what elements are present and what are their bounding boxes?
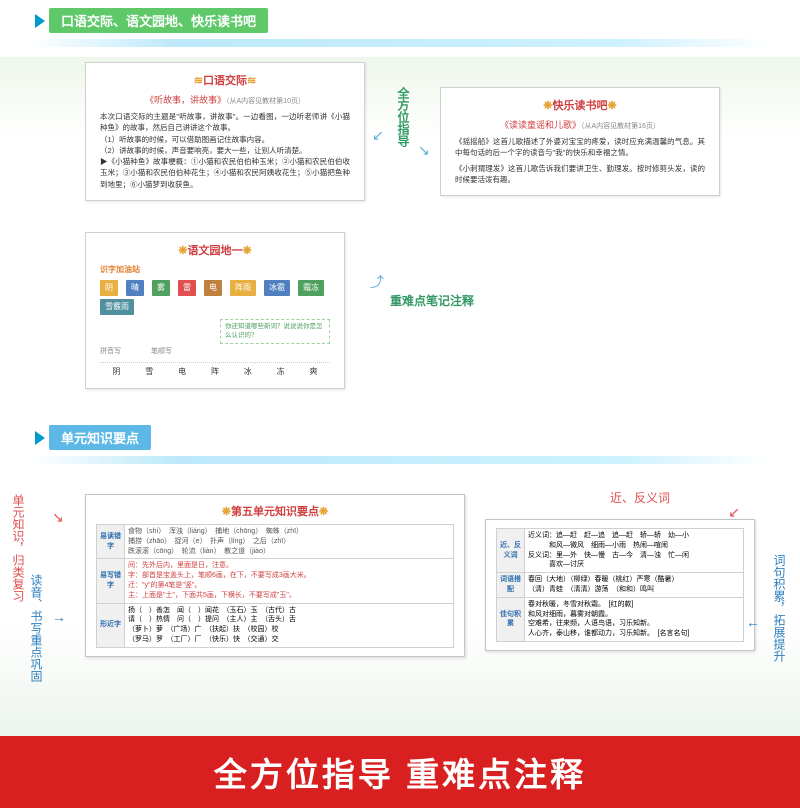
row-header: 易写错字 bbox=[97, 559, 125, 603]
arrow-icon: → bbox=[52, 609, 66, 625]
row-header: 易读错字 bbox=[97, 525, 125, 559]
section2-label: 单元知识要点 bbox=[49, 425, 151, 450]
table-row: 易写错字间：先外后内，里面是日，注意。 字：部首是宝盖头上，笔顺6画，在下，不要… bbox=[97, 559, 454, 603]
cell: 春对秋暖，冬雪对秋霜。 [红的款] 和风对细雨，暮雾对朝霞。 空难希，往来频，人… bbox=[525, 597, 744, 641]
cell: 春回（大地）（柳绿）春暖（桃红）严寒（酷暑） （清）青蛙 （清清）游荡 （和和）… bbox=[525, 573, 744, 598]
panel-title: 第五单元知识要点 bbox=[231, 506, 319, 518]
row-header: 佳句积累 bbox=[497, 597, 525, 641]
sublabel: 识字加油站 bbox=[100, 264, 330, 276]
tag: 冰雹 bbox=[264, 280, 290, 296]
section1-header: 口语交际、语文园地、快乐读书吧 bbox=[35, 8, 800, 33]
box-yuwen: ❋语文园地一❋ 识字加油站 阴 晴 雾 雷 电 阵雨 冰雹 霜冻 雪霰雨 你还知… bbox=[85, 232, 345, 389]
subtitle-note: （从A内容见教材第16页） bbox=[581, 123, 660, 130]
cell: 食物（shí） 浑浊（liáng） 捕地（chōng） 蜘蛛（zhī） 捕捞（z… bbox=[125, 525, 454, 559]
box-title: 语文园地一 bbox=[188, 245, 243, 257]
arrow-icon: ↙ bbox=[728, 504, 740, 521]
section1-label: 口语交际、语文园地、快乐读书吧 bbox=[49, 8, 268, 33]
gradient-divider bbox=[30, 39, 770, 47]
char: 阴 bbox=[112, 366, 120, 378]
rowlabel1: 拼音写 bbox=[100, 347, 121, 358]
tag: 阴 bbox=[100, 280, 118, 296]
section1-content: ≋口语交际≋ 《听故事，讲故事》（从A内容见教材第10页） 本次口语交际的主题是… bbox=[0, 57, 800, 417]
char: 阵 bbox=[211, 366, 219, 378]
row-header: 形近字 bbox=[97, 603, 125, 647]
cell: 间：先外后内，里面是日，注意。 字：部首是宝盖头上，笔顺6画，在下，不要写成3画… bbox=[125, 559, 454, 603]
annotation-2: 重难点笔记注释 bbox=[390, 292, 474, 309]
subtitle: 《听故事，讲故事》 bbox=[145, 95, 226, 105]
gradient-divider bbox=[30, 456, 770, 464]
body2-text: 《小刺猬理发》这首儿歌告诉我们要讲卫生、勤理发。按时修剪头发，读的时候要活泼有趣… bbox=[455, 163, 705, 186]
tag: 晴 bbox=[126, 280, 144, 296]
table-row: 形近字扬（ ）善怎 闻（ ）闻花 （玉石）玉 （古代）古 请（ ）热情 问（ ）… bbox=[97, 603, 454, 647]
body-text: 《摇摇船》这首儿歌描述了外婆对宝宝的疼爱，读时应充满温馨的气息。其中每句话的后一… bbox=[455, 136, 705, 159]
panel-2: 近、反义词近义词：追—赶 赶—追 追—赶 轿—轿 幼—小 和风—微风 细雨—小雨… bbox=[485, 519, 755, 651]
deco-icon: ❋ bbox=[178, 245, 187, 257]
triangle-icon bbox=[35, 431, 45, 445]
box-kuaile: ❋快乐读书吧❋ 《读读童谣和儿歌》（从A内容见教材第16页） 《摇摇船》这首儿歌… bbox=[440, 87, 720, 196]
panel-1: ❋第五单元知识要点❋ 易读错字食物（shí） 浑浊（liáng） 捕地（chōn… bbox=[85, 494, 465, 657]
row-header: 词语搭配 bbox=[497, 573, 525, 598]
side-left-2: 读音、书写重点巩固 bbox=[28, 574, 45, 682]
tag-container: 阴 晴 雾 雷 电 阵雨 冰雹 霜冻 雪霰雨 bbox=[100, 280, 330, 315]
deco-icon: ❋ bbox=[608, 100, 617, 112]
deco-icon: ❋ bbox=[543, 100, 552, 112]
deco-icon: ≋ bbox=[247, 75, 256, 87]
annotation-1: 全方位指导 bbox=[395, 87, 412, 147]
subtitle-note: （从A内容见教材第10页） bbox=[226, 98, 305, 105]
section2-content: 单元知识，归类复习 读音、书写重点巩固 近、反义词 词句积累，拓展提升 ❋第五单… bbox=[0, 474, 800, 739]
body-text: 本次口语交际的主题是"听故事，讲故事"。一边看图，一边听老师讲《小猫种鱼》的故事… bbox=[100, 111, 350, 134]
char: 冰 bbox=[244, 366, 252, 378]
arrow-icon: ↘ bbox=[52, 509, 64, 526]
triangle-icon bbox=[35, 14, 45, 28]
cell: 扬（ ）善怎 闻（ ）闻花 （玉石）玉 （古代）古 请（ ）热情 问（ ）提问 … bbox=[125, 603, 454, 647]
side-left-1: 单元知识，归类复习 bbox=[10, 494, 27, 602]
char: 雪 bbox=[145, 366, 153, 378]
body2-text: ▶《小猫种鱼》故事梗概：①小猫和农民伯伯种玉米；②小猫和农民伯伯收玉米；③小猫和… bbox=[100, 156, 350, 190]
cell: 近义词：追—赶 赶—追 追—赶 轿—轿 幼—小 和风—微风 细雨—小雨 热闹—喧… bbox=[525, 529, 744, 573]
deco-icon: ≋ bbox=[194, 75, 203, 87]
tag: 阵雨 bbox=[230, 280, 256, 296]
box-title: 口语交际 bbox=[203, 75, 247, 87]
section2-header: 单元知识要点 bbox=[35, 425, 800, 450]
box-kouyu: ≋口语交际≋ 《听故事，讲故事》（从A内容见教材第10页） 本次口语交际的主题是… bbox=[85, 62, 365, 201]
bottom-banner: 全方位指导 重难点注释 bbox=[0, 736, 800, 808]
note-box: 你还知道哪些新词？说说说你是怎么认识的？ bbox=[220, 319, 330, 345]
table-row: 词语搭配春回（大地）（柳绿）春暖（桃红）严寒（酷暑） （清）青蛙 （清清）游荡 … bbox=[497, 573, 744, 598]
arrow-icon: ↙ bbox=[372, 127, 384, 144]
tag: 雾 bbox=[152, 280, 170, 296]
deco-icon: ❋ bbox=[243, 245, 252, 257]
deco-icon: ❋ bbox=[319, 506, 328, 518]
row-header: 近、反义词 bbox=[497, 529, 525, 573]
table-row: 近、反义词近义词：追—赶 赶—追 追—赶 轿—轿 幼—小 和风—微风 细雨—小雨… bbox=[497, 529, 744, 573]
tag: 霜冻 bbox=[298, 280, 324, 296]
tag: 雷 bbox=[178, 280, 196, 296]
subtitle: 《读读童谣和儿歌》 bbox=[500, 120, 581, 130]
arrow-icon: ⤴ bbox=[370, 272, 384, 292]
tag: 雪霰雨 bbox=[100, 299, 134, 315]
tag: 电 bbox=[204, 280, 222, 296]
knowledge-table-2: 近、反义词近义词：追—赶 赶—追 追—赶 轿—轿 幼—小 和风—微风 细雨—小雨… bbox=[496, 528, 744, 642]
knowledge-table-1: 易读错字食物（shí） 浑浊（liáng） 捕地（chōng） 蜘蛛（zhī） … bbox=[96, 524, 454, 648]
table-row: 易读错字食物（shí） 浑浊（liáng） 捕地（chōng） 蜘蛛（zhī） … bbox=[97, 525, 454, 559]
char: 冻 bbox=[277, 366, 285, 378]
box-title: 快乐读书吧 bbox=[553, 100, 608, 112]
char: 电 bbox=[178, 366, 186, 378]
arrow-icon: ← bbox=[746, 614, 760, 630]
arrow-icon: ↘ bbox=[418, 142, 430, 159]
deco-icon: ❋ bbox=[222, 506, 231, 518]
char: 爽 bbox=[309, 366, 317, 378]
list-text: （1）听故事的时候，可以借助图画记住故事内容。 （2）讲故事的时候，声音要响亮，… bbox=[100, 134, 350, 157]
side-right-2: 词句积累，拓展提升 bbox=[771, 554, 788, 662]
rowlabel2: 笔顺写 bbox=[151, 347, 172, 358]
side-right-1: 近、反义词 bbox=[610, 489, 670, 506]
char-row: 阴 雪 电 阵 冰 冻 爽 bbox=[100, 362, 330, 378]
table-row: 佳句积累春对秋暖，冬雪对秋霜。 [红的款] 和风对细雨，暮雾对朝霞。 空难希，往… bbox=[497, 597, 744, 641]
